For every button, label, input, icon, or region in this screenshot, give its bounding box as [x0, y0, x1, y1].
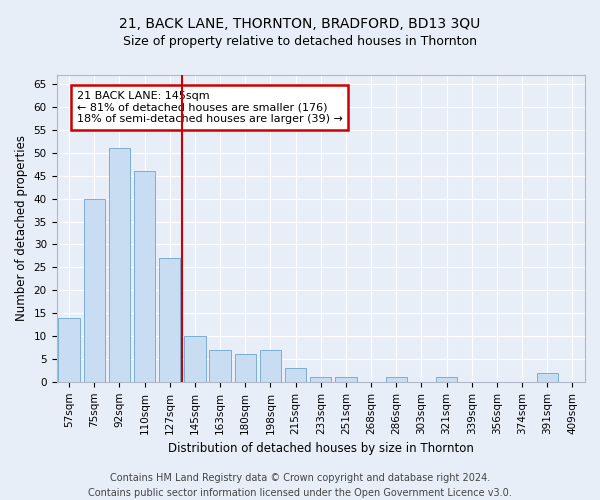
- Bar: [134, 171, 155, 382]
- Text: 21 BACK LANE: 145sqm
← 81% of detached houses are smaller (176)
18% of semi-deta: 21 BACK LANE: 145sqm ← 81% of detached h…: [77, 91, 343, 124]
- Bar: [436, 377, 457, 382]
- Text: Contains HM Land Registry data © Crown copyright and database right 2024.
Contai: Contains HM Land Registry data © Crown c…: [88, 472, 512, 498]
- Bar: [285, 368, 306, 382]
- Bar: [184, 336, 206, 382]
- X-axis label: Distribution of detached houses by size in Thornton: Distribution of detached houses by size …: [168, 442, 474, 455]
- Bar: [109, 148, 130, 382]
- Bar: [386, 377, 407, 382]
- Bar: [83, 198, 105, 382]
- Bar: [235, 354, 256, 382]
- Bar: [310, 377, 331, 382]
- Bar: [335, 377, 356, 382]
- Bar: [159, 258, 181, 382]
- Bar: [260, 350, 281, 382]
- Text: Size of property relative to detached houses in Thornton: Size of property relative to detached ho…: [123, 35, 477, 48]
- Bar: [58, 318, 80, 382]
- Bar: [536, 372, 558, 382]
- Bar: [209, 350, 231, 382]
- Y-axis label: Number of detached properties: Number of detached properties: [15, 136, 28, 322]
- Text: 21, BACK LANE, THORNTON, BRADFORD, BD13 3QU: 21, BACK LANE, THORNTON, BRADFORD, BD13 …: [119, 18, 481, 32]
